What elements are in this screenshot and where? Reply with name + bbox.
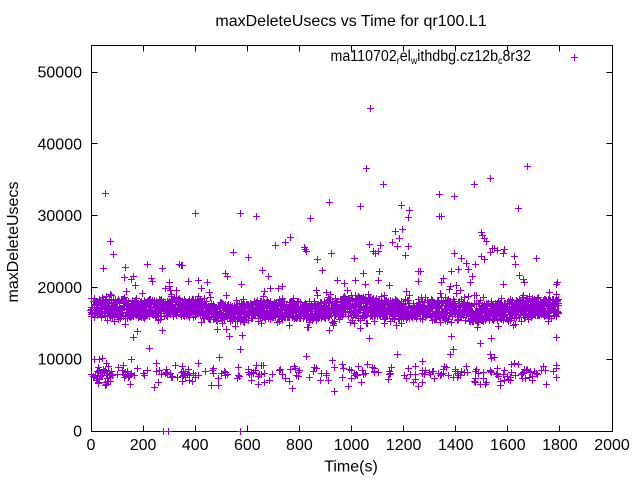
svg-text:20000: 20000: [38, 280, 83, 297]
svg-text:maxDeleteUsecs: maxDeleteUsecs: [5, 182, 22, 303]
svg-text:1600: 1600: [490, 437, 526, 454]
svg-text:1800: 1800: [542, 437, 578, 454]
svg-text:0: 0: [87, 437, 96, 454]
svg-text:400: 400: [182, 437, 209, 454]
svg-text:50000: 50000: [38, 65, 83, 82]
svg-text:ma110702relwithdbg.cz12bc8r32: ma110702relwithdbg.cz12bc8r32: [331, 48, 532, 67]
svg-text:Time(s): Time(s): [324, 459, 378, 476]
svg-text:maxDeleteUsecs vs Time for qr1: maxDeleteUsecs vs Time for qr100.L1: [215, 13, 486, 30]
svg-text:40000: 40000: [38, 136, 83, 153]
svg-text:1000: 1000: [334, 437, 370, 454]
svg-text:800: 800: [286, 437, 313, 454]
svg-text:200: 200: [130, 437, 157, 454]
svg-text:10000: 10000: [38, 352, 83, 369]
svg-text:2000: 2000: [594, 437, 630, 454]
svg-text:600: 600: [234, 437, 261, 454]
svg-text:30000: 30000: [38, 208, 83, 225]
svg-text:1400: 1400: [438, 437, 474, 454]
svg-text:1200: 1200: [386, 437, 422, 454]
svg-text:0: 0: [73, 424, 82, 441]
